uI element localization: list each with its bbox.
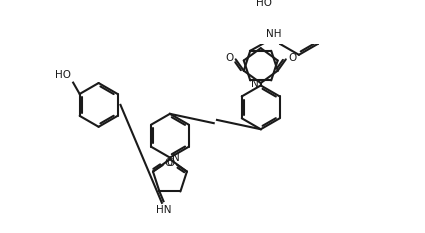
Text: O: O: [288, 53, 297, 63]
Text: O: O: [225, 53, 233, 63]
Text: HO: HO: [55, 70, 71, 80]
Text: O: O: [164, 158, 173, 168]
Text: NH: NH: [266, 29, 281, 39]
Text: HN: HN: [156, 205, 171, 215]
Text: N: N: [173, 153, 180, 163]
Text: HO: HO: [256, 0, 272, 8]
Text: N: N: [251, 79, 258, 89]
Text: O: O: [167, 158, 175, 168]
